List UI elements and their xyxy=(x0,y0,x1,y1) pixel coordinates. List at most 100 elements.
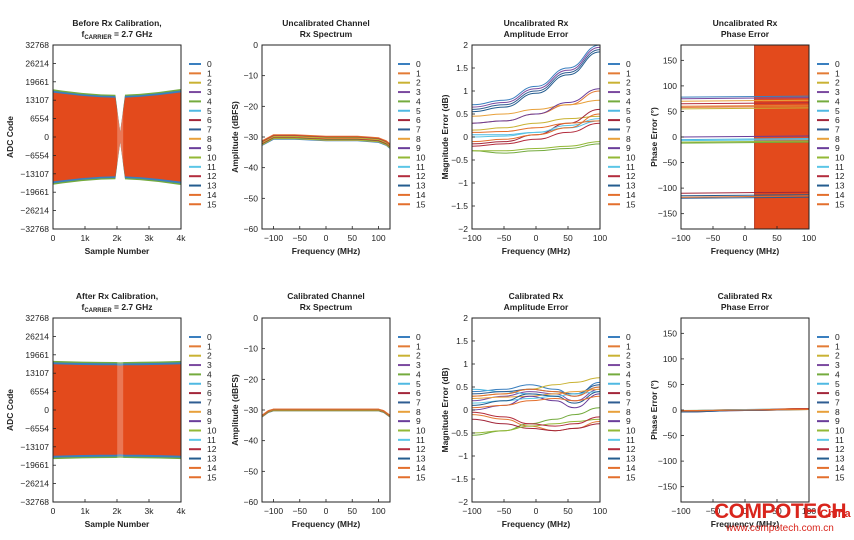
plot-area xyxy=(681,408,809,413)
legend-label-7: 7 xyxy=(835,397,840,407)
x-tick-label: 3k xyxy=(145,233,155,243)
series-line xyxy=(262,136,390,147)
chart-title: Before Rx Calibration, xyxy=(72,18,161,28)
legend-label-9: 9 xyxy=(207,143,212,153)
y-tick-label: −2 xyxy=(458,497,468,507)
legend-label-6: 6 xyxy=(416,388,421,398)
y-tick-label: −32768 xyxy=(20,497,49,507)
y-tick-label: 19661 xyxy=(25,77,49,87)
y-tick-label: −0.5 xyxy=(451,155,468,165)
legend-label-14: 14 xyxy=(207,190,217,200)
legend-label-15: 15 xyxy=(835,472,845,482)
y-tick-label: −26214 xyxy=(20,479,49,489)
legend-label-1: 1 xyxy=(626,68,631,78)
x-tick-label: −50 xyxy=(293,506,308,516)
x-tick-label: 2k xyxy=(113,506,123,516)
legend-label-6: 6 xyxy=(835,388,840,398)
legend-label-10: 10 xyxy=(416,426,426,436)
x-tick-label: 0 xyxy=(743,506,748,516)
legend-label-2: 2 xyxy=(835,351,840,361)
series-line xyxy=(262,134,390,145)
series-line-15 xyxy=(472,395,600,409)
y-tick-label: −1 xyxy=(458,178,468,188)
y-tick-label: −19661 xyxy=(20,187,49,197)
x-axis-label: Sample Number xyxy=(85,246,150,256)
y-tick-label: 0.5 xyxy=(456,109,468,119)
legend-label-3: 3 xyxy=(835,87,840,97)
series-line-11 xyxy=(681,139,809,142)
plot-area xyxy=(681,45,809,229)
x-tick-label: 50 xyxy=(347,233,357,243)
series-line-2 xyxy=(681,107,809,110)
y-axis-label: ADC Code xyxy=(5,116,15,158)
y-tick-label: −20 xyxy=(244,101,259,111)
signal-envelope-2 xyxy=(53,364,181,456)
legend-label-1: 1 xyxy=(416,341,421,351)
y-tick-label: 1.5 xyxy=(456,63,468,73)
chart-subtitle: Rx Spectrum xyxy=(300,302,353,312)
x-axis-label: Frequency (MHz) xyxy=(502,246,571,256)
legend-label-12: 12 xyxy=(207,171,217,181)
series-line-3 xyxy=(681,97,809,100)
legend-label-6: 6 xyxy=(207,115,212,125)
x-tick-label: 50 xyxy=(772,506,782,516)
legend-label-5: 5 xyxy=(835,106,840,116)
series-line-8 xyxy=(681,99,809,102)
legend-label-7: 7 xyxy=(835,124,840,134)
series-line-12 xyxy=(472,411,600,427)
y-tick-label: −50 xyxy=(244,193,259,203)
legend-label-4: 4 xyxy=(416,369,421,379)
legend-label-13: 13 xyxy=(416,454,426,464)
legend-label-15: 15 xyxy=(207,199,217,209)
legend-label-12: 12 xyxy=(835,171,845,181)
x-tick-label: −100 xyxy=(462,506,481,516)
legend-label-13: 13 xyxy=(207,181,217,191)
legend-label-11: 11 xyxy=(416,162,425,172)
y-tick-label: 0 xyxy=(253,40,258,50)
legend-label-14: 14 xyxy=(416,463,426,473)
y-tick-label: −1 xyxy=(458,451,468,461)
y-axis-label: ADC Code xyxy=(5,389,15,431)
y-tick-label: −60 xyxy=(244,497,259,507)
y-tick-label: 50 xyxy=(668,106,678,116)
y-tick-label: −150 xyxy=(658,209,677,219)
y-tick-label: 0.5 xyxy=(456,382,468,392)
series-line-15 xyxy=(681,409,809,411)
y-tick-label: −40 xyxy=(244,436,259,446)
plot-area xyxy=(53,45,181,229)
series-line xyxy=(262,408,390,416)
series-line-14 xyxy=(681,195,809,198)
legend-label-11: 11 xyxy=(207,162,216,172)
x-tick-label: 100 xyxy=(593,233,607,243)
legend-label-8: 8 xyxy=(416,407,421,417)
legend-label-9: 9 xyxy=(835,416,840,426)
y-tick-label: −1.5 xyxy=(451,474,468,484)
series-line-14 xyxy=(472,120,600,133)
signal-dip xyxy=(117,45,124,229)
legend-label-15: 15 xyxy=(626,199,636,209)
y-tick-label: −30 xyxy=(244,405,259,415)
y-tick-label: −60 xyxy=(244,224,259,234)
series-line-0 xyxy=(472,45,600,106)
series-line-6 xyxy=(681,191,809,194)
chart-subtitle: Phase Error xyxy=(721,29,770,39)
chart-title: Uncalibrated Channel xyxy=(282,18,369,28)
x-tick-label: −100 xyxy=(264,506,283,516)
legend-label-8: 8 xyxy=(626,407,631,417)
y-tick-label: −13107 xyxy=(20,442,49,452)
legend-label-4: 4 xyxy=(207,369,212,379)
legend-label-10: 10 xyxy=(626,426,636,436)
series-line-3 xyxy=(472,46,600,108)
series-line-15 xyxy=(681,105,809,108)
x-tick-label: 4k xyxy=(177,233,187,243)
series-line xyxy=(262,136,390,147)
legend-label-1: 1 xyxy=(207,68,212,78)
legend-label-2: 2 xyxy=(835,78,840,88)
y-tick-label: 2 xyxy=(463,40,468,50)
y-tick-label: 0 xyxy=(463,132,468,142)
legend-label-13: 13 xyxy=(416,181,426,191)
x-tick-label: −100 xyxy=(671,506,690,516)
